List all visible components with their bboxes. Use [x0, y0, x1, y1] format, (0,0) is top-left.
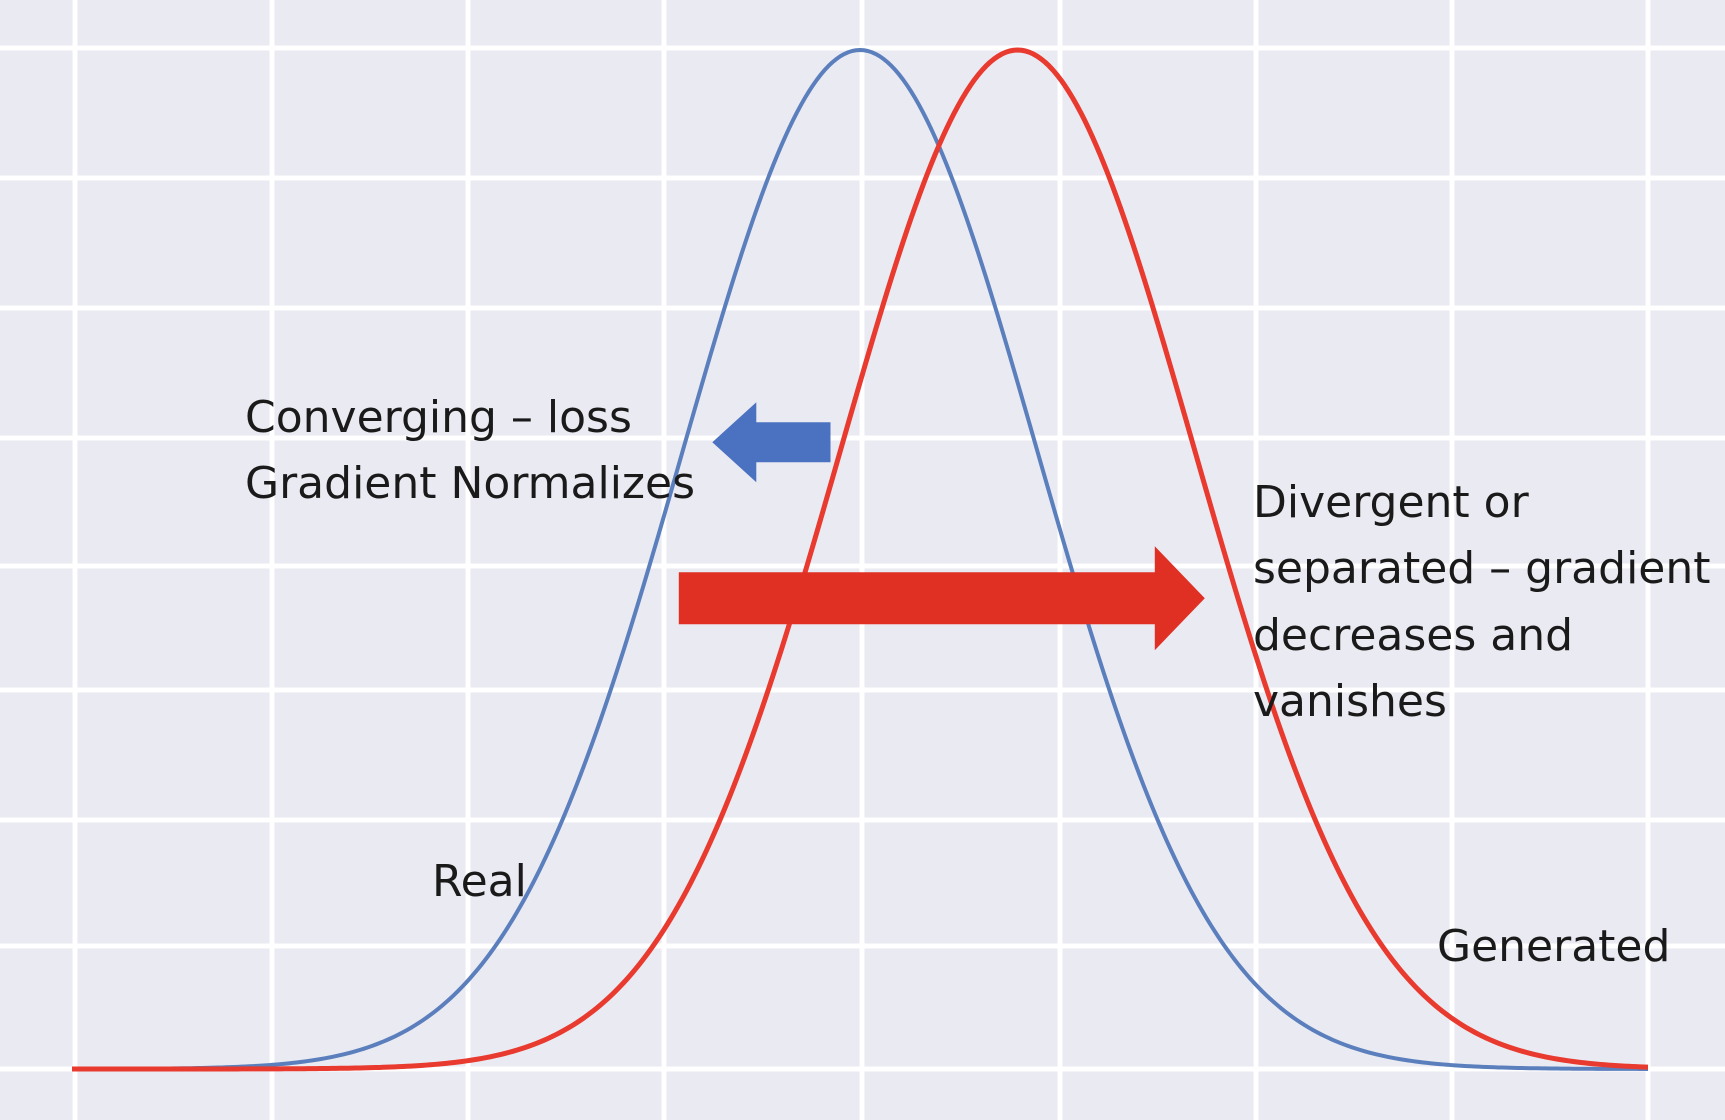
- divergent-label-line-4: vanishes: [1253, 676, 1447, 727]
- series-line-real: [71, 48, 1649, 1071]
- arrow-layer: [678, 402, 1205, 651]
- converging-arrow-icon: [712, 402, 831, 483]
- real-series-label: Real: [432, 856, 527, 907]
- divergent-label-line-1: Divergent or: [1253, 477, 1530, 528]
- series-layer: [71, 47, 1649, 1072]
- converging-label-line-2: Gradient Normalizes: [245, 458, 695, 509]
- divergent-label-line-2: separated – gradient: [1253, 543, 1711, 594]
- series-line-generated: [72, 47, 1649, 1072]
- divergent-arrow-icon: [678, 546, 1205, 651]
- divergent-label-line-3: decreases and: [1253, 610, 1573, 661]
- converging-label-line-1: Converging – loss: [245, 392, 632, 443]
- generated-series-label: Generated: [1437, 921, 1670, 972]
